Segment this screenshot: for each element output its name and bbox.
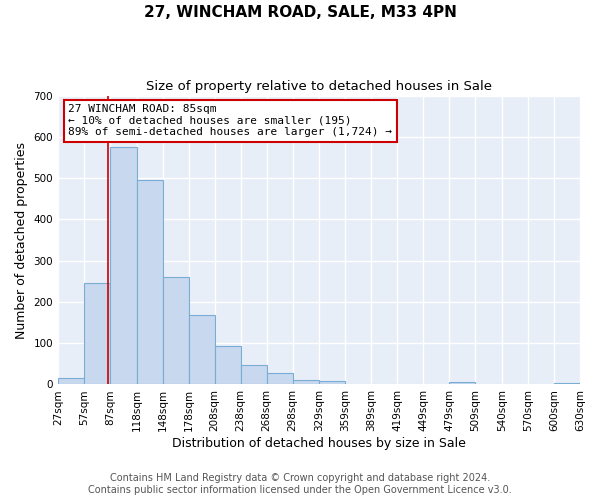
Bar <box>137 180 163 384</box>
Bar <box>241 364 266 384</box>
Bar <box>554 383 580 384</box>
Title: Size of property relative to detached houses in Sale: Size of property relative to detached ho… <box>146 80 492 93</box>
Bar <box>266 374 293 384</box>
Bar <box>215 346 241 385</box>
Bar <box>293 380 319 384</box>
Bar <box>84 284 110 384</box>
Bar <box>163 277 189 384</box>
Y-axis label: Number of detached properties: Number of detached properties <box>15 142 28 338</box>
Bar <box>58 378 84 384</box>
Text: 27 WINCHAM ROAD: 85sqm
← 10% of detached houses are smaller (195)
89% of semi-de: 27 WINCHAM ROAD: 85sqm ← 10% of detached… <box>68 104 392 138</box>
Bar <box>449 382 475 384</box>
Bar <box>110 147 137 384</box>
Bar <box>319 381 346 384</box>
Text: 27, WINCHAM ROAD, SALE, M33 4PN: 27, WINCHAM ROAD, SALE, M33 4PN <box>143 5 457 20</box>
Bar <box>189 315 215 384</box>
X-axis label: Distribution of detached houses by size in Sale: Distribution of detached houses by size … <box>172 437 466 450</box>
Text: Contains HM Land Registry data © Crown copyright and database right 2024.
Contai: Contains HM Land Registry data © Crown c… <box>88 474 512 495</box>
